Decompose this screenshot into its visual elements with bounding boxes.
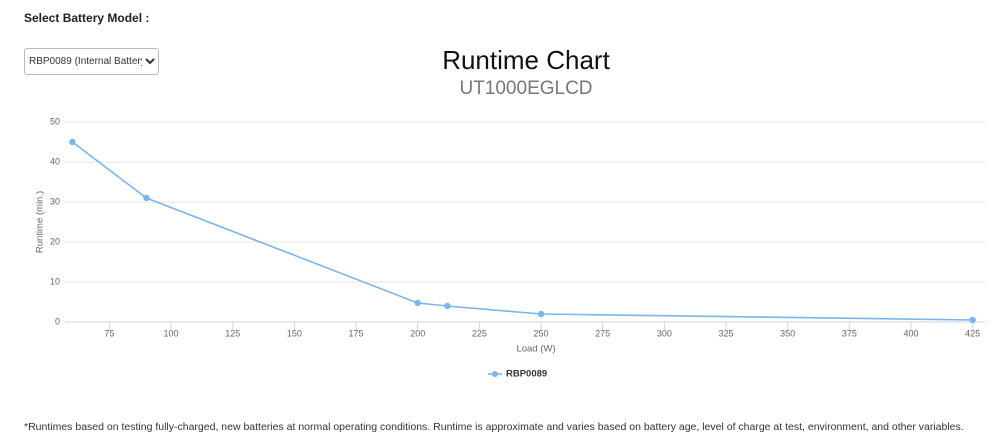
x-tick-label: 375 [842,328,857,338]
data-point [414,299,421,307]
y-tick-label: 40 [50,156,60,166]
x-tick-label: 125 [225,328,240,338]
legend-label: RBP0089 [506,369,547,380]
y-tick-label: 50 [50,116,60,126]
y-axis-label: Runtime (min.) [35,191,46,253]
data-point [969,316,976,324]
x-tick-label: 250 [534,328,549,338]
y-tick-label: 20 [50,236,60,246]
y-tick-label: 0 [55,316,60,326]
legend-symbol-point [492,371,498,377]
x-tick-label: 175 [349,328,364,338]
x-tick-label: 200 [410,328,425,338]
data-point [537,310,545,318]
x-tick-label: 100 [164,328,179,338]
x-tick-label: 300 [657,328,672,338]
x-axis-label: Load (W) [516,344,555,355]
x-tick-label: 275 [595,328,610,338]
x-tick-label: 425 [965,328,980,338]
x-tick-label: 325 [719,328,734,338]
chart: Runtime Chart UT1000EGLCD Load (W) Runti… [35,45,985,380]
select-label: Select Battery Model : [24,11,150,25]
x-tick-label: 350 [780,328,795,338]
chart-title: Runtime Chart [442,45,610,75]
x-tick-label: 400 [903,328,918,338]
x-tick-label: 225 [472,328,487,338]
chart-subtitle: UT1000EGLCD [459,78,592,99]
battery-select[interactable]: RBP0089 (Internal Battery) [24,48,159,75]
y-tick-label: 10 [50,276,60,286]
data-point [444,302,451,310]
data-point [143,194,150,202]
x-tick-label: 75 [104,328,114,338]
data-point [69,138,76,146]
y-tick-label: 30 [50,196,60,206]
series-line [71,141,973,321]
x-tick-label: 150 [287,328,302,338]
footnote: *Runtimes based on testing fully-charged… [24,421,964,433]
